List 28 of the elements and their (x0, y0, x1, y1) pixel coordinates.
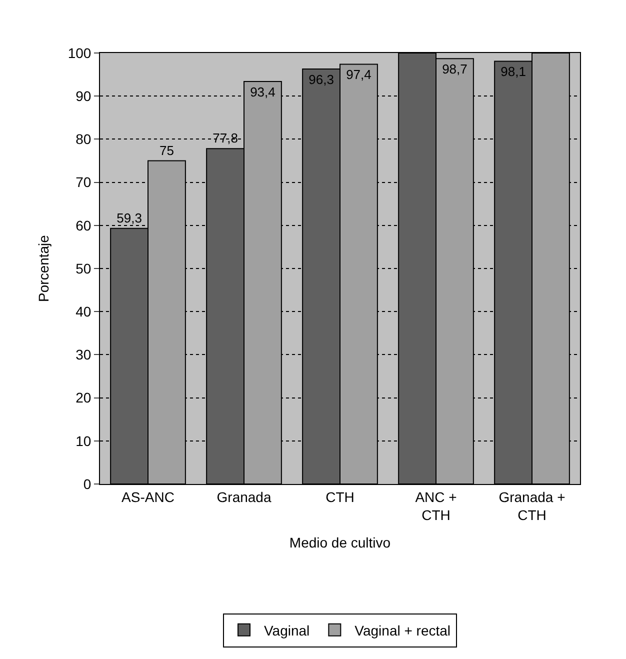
data-label: 96,3 (308, 72, 334, 87)
y-tick-label: 100 (68, 44, 92, 61)
data-label: 75 (159, 142, 174, 158)
y-tick-label: 90 (76, 88, 92, 104)
data-label: 59,3 (116, 210, 142, 226)
data-label: 77,8 (212, 130, 238, 146)
y-tick-label: 40 (76, 304, 92, 320)
x-tick-label: Granada (216, 488, 272, 505)
x-axis-title: Medio de cultivo (289, 534, 391, 550)
x-tick-label: AS-ANC (122, 488, 174, 505)
y-tick-label: 20 (76, 390, 92, 406)
data-label: 97,4 (346, 67, 372, 82)
y-tick-label: 60 (76, 217, 92, 234)
y-tick-label: 0 (83, 476, 92, 492)
x-tick-label: ANC + CTH (415, 488, 457, 523)
y-tick-label: 30 (76, 346, 92, 363)
y-tick-label: 80 (76, 131, 92, 148)
data-label: 98,1 (500, 64, 526, 80)
x-tick-label: CTH (326, 488, 354, 505)
data-label: 98,7 (442, 62, 468, 77)
x-tick-label: Granada + CTH (498, 488, 566, 523)
legend-label: Vaginal (264, 622, 310, 638)
data-label: 93,4 (250, 84, 276, 100)
y-axis-title: Porcentaje (35, 234, 52, 302)
y-tick-label: 50 (76, 260, 92, 276)
legend-label: Vaginal + rectal (354, 622, 451, 638)
y-tick-label: 70 (76, 174, 92, 190)
y-tick-label: 10 (76, 432, 92, 449)
